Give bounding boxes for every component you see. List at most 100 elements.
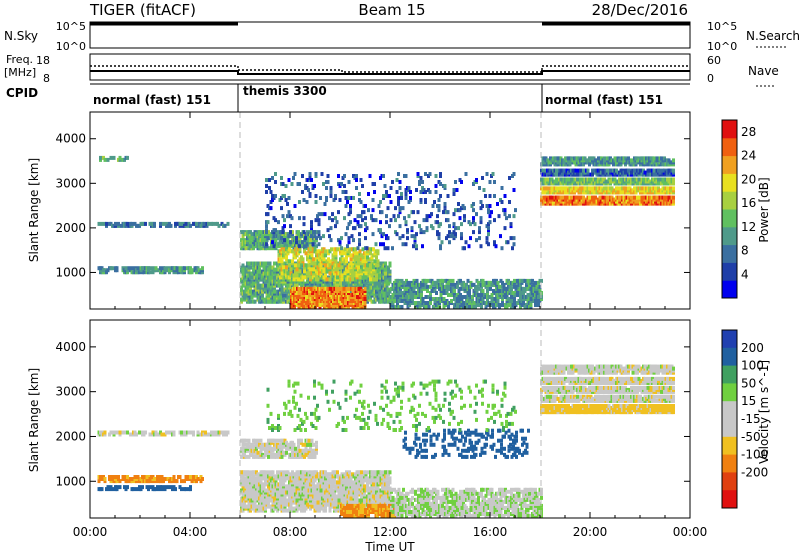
- data-cell: [310, 253, 314, 258]
- cpid-segment-3: normal (fast) 151: [545, 93, 663, 107]
- data-cell: [359, 200, 363, 204]
- data-cell: [436, 278, 440, 283]
- data-cell: [343, 251, 347, 256]
- data-cell: [265, 224, 268, 229]
- data-cell: [240, 297, 243, 302]
- data-cell: [288, 263, 291, 268]
- data-cell: [285, 265, 288, 270]
- data-cell: [294, 263, 297, 268]
- data-cell: [370, 214, 373, 219]
- data-cell: [241, 263, 245, 268]
- data-cell: [540, 278, 543, 283]
- data-cell: [317, 212, 321, 217]
- data-cell: [500, 186, 504, 190]
- data-cell: [358, 238, 361, 243]
- velocity-data-cells: [97, 364, 675, 518]
- data-cell: [267, 293, 270, 298]
- data-cell: [339, 271, 342, 276]
- data-cell: [289, 271, 293, 276]
- date-label: 28/Dec/2016: [592, 1, 688, 19]
- data-cell: [488, 214, 492, 219]
- data-cell: [493, 240, 496, 245]
- data-cell: [383, 184, 387, 188]
- data-cell: [570, 190, 573, 195]
- data-cell: [329, 238, 333, 243]
- data-cell: [498, 284, 501, 289]
- data-cell: [488, 180, 492, 184]
- data-cell: [337, 263, 341, 268]
- data-cell: [306, 286, 310, 291]
- data-cell: [283, 218, 286, 223]
- data-cell: [419, 228, 423, 233]
- data-cell: [431, 226, 435, 231]
- y-tick-label: 2000: [55, 221, 86, 235]
- data-cell: [349, 210, 352, 215]
- data-cell: [437, 204, 441, 208]
- data-cell: [406, 286, 410, 291]
- data-cell: [398, 186, 402, 190]
- data-cell: [413, 220, 417, 225]
- data-cell: [310, 220, 313, 225]
- nave-tick-top: 60: [707, 54, 721, 67]
- data-cell: [382, 242, 385, 247]
- data-cell: [387, 265, 390, 270]
- data-cell: [346, 226, 349, 231]
- data-cell: [338, 198, 342, 202]
- data-cell: [375, 255, 378, 260]
- data-cell: [398, 236, 402, 241]
- data-cell: [448, 224, 451, 229]
- data-cell: [189, 266, 192, 271]
- data-cell: [396, 295, 399, 299]
- freq-tick-bottom: 8: [43, 72, 50, 85]
- data-cell: [309, 238, 312, 243]
- data-cell: [330, 289, 334, 293]
- data-cell: [305, 200, 309, 204]
- data-cell: [259, 230, 263, 235]
- data-cell: [574, 168, 578, 173]
- data-cell: [634, 190, 638, 195]
- data-cell: [354, 251, 357, 256]
- data-cell: [329, 194, 333, 198]
- data-cell: [655, 156, 659, 161]
- data-cell: [454, 226, 457, 231]
- data-cell: [249, 265, 252, 270]
- data-cell: [313, 230, 316, 235]
- data-cell: [487, 295, 491, 299]
- data-cell: [148, 266, 152, 271]
- y-tick-label: 4000: [55, 132, 86, 146]
- data-cell: [287, 234, 291, 239]
- data-cell: [114, 221, 117, 226]
- data-cell: [672, 190, 675, 195]
- data-cell: [364, 216, 367, 221]
- data-cell: [259, 299, 263, 304]
- data-cell: [451, 278, 455, 283]
- data-cell: [373, 259, 377, 264]
- data-cell: [310, 234, 313, 239]
- data-cell: [340, 246, 343, 251]
- data-cell: [424, 295, 428, 299]
- data-cell: [394, 218, 397, 223]
- data-cell: [464, 172, 468, 176]
- data-cell: [169, 223, 173, 228]
- data-cell: [358, 275, 362, 280]
- data-cell: [280, 176, 283, 180]
- data-cell: [365, 246, 369, 251]
- data-cell: [130, 479, 134, 484]
- data-cell: [621, 190, 624, 195]
- data-cell: [485, 236, 489, 241]
- data-cell: [346, 200, 349, 204]
- data-cell: [310, 224, 313, 229]
- data-cell: [419, 190, 423, 194]
- data-cell: [429, 301, 432, 305]
- data-cell: [262, 297, 266, 302]
- nsky-tick-bottom: 10^0: [56, 40, 86, 53]
- data-cell: [419, 176, 423, 180]
- data-cell: [468, 305, 471, 309]
- data-cell: [365, 226, 369, 231]
- data-cell: [512, 236, 516, 241]
- data-cell: [478, 226, 481, 231]
- data-cell: [313, 184, 316, 188]
- data-cell: [477, 286, 480, 291]
- data-cell: [281, 182, 285, 186]
